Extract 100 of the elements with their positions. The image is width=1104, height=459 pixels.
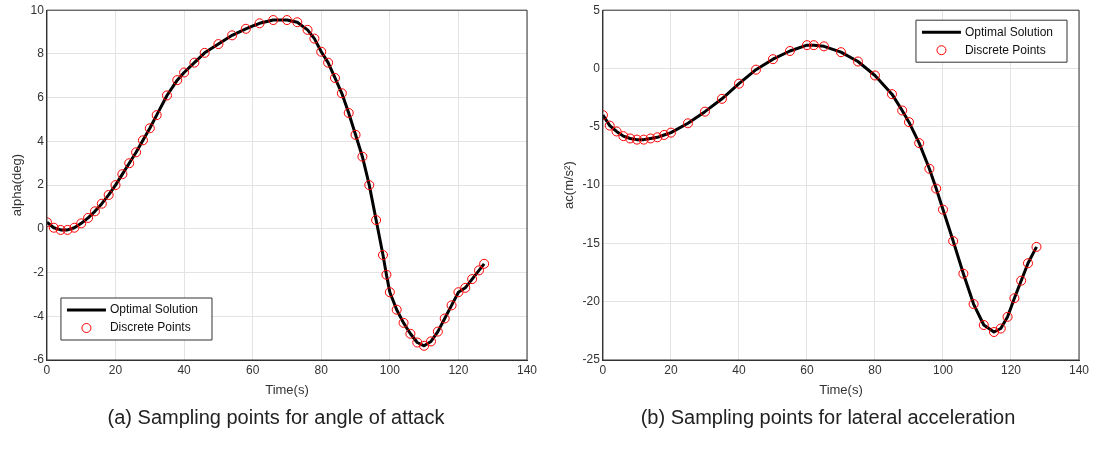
- point: [308, 33, 319, 44]
- point: [432, 326, 443, 337]
- y-tick-label: -20: [582, 294, 600, 309]
- point: [682, 118, 693, 129]
- point: [363, 180, 374, 191]
- x-tick-label: 40: [176, 362, 191, 377]
- legend-label: Discrete Points: [964, 42, 1046, 57]
- point: [418, 340, 429, 351]
- point: [913, 138, 924, 149]
- point: [254, 18, 265, 29]
- x-tick-label: 100: [379, 362, 400, 377]
- x-tick-label: 60: [245, 362, 260, 377]
- y-tick-label: 4: [36, 133, 44, 148]
- x-tick-label: 80: [867, 362, 882, 377]
- y-tick-label: -6: [32, 352, 44, 367]
- point: [62, 224, 73, 235]
- point: [291, 17, 302, 28]
- point: [1030, 241, 1041, 252]
- legend-label: Discrete Points: [109, 320, 191, 335]
- point: [631, 134, 642, 145]
- point: [1022, 258, 1033, 269]
- point: [852, 56, 863, 67]
- point: [343, 107, 354, 118]
- point: [617, 131, 628, 142]
- legend-label: Optimal Solution: [964, 24, 1053, 39]
- point: [446, 300, 457, 311]
- point: [886, 89, 897, 100]
- point: [329, 72, 340, 83]
- point: [957, 268, 968, 279]
- x-tick-label: 140: [1068, 362, 1089, 377]
- point: [96, 198, 107, 209]
- point: [937, 204, 948, 215]
- point: [281, 15, 292, 26]
- point: [1008, 293, 1019, 304]
- y-tick-label: 10: [30, 2, 44, 17]
- point: [161, 90, 172, 101]
- point: [903, 117, 914, 128]
- point: [808, 40, 819, 51]
- x-tick-label: 120: [447, 362, 469, 377]
- point: [411, 337, 422, 348]
- point: [110, 180, 121, 191]
- point: [1002, 311, 1013, 322]
- point: [188, 57, 199, 68]
- point: [658, 129, 669, 140]
- y-tick-label: 5: [592, 2, 600, 17]
- y-tick-label: 2: [36, 177, 44, 192]
- x-tick-label: 100: [932, 362, 953, 377]
- point: [716, 93, 727, 104]
- point: [178, 67, 189, 78]
- point: [48, 222, 59, 233]
- point: [89, 206, 100, 217]
- point: [137, 135, 148, 146]
- point: [995, 323, 1006, 334]
- x-tick-label: 80: [314, 362, 328, 377]
- point: [55, 224, 66, 235]
- point: [452, 287, 463, 298]
- point: [801, 40, 812, 51]
- point: [171, 75, 182, 86]
- point: [380, 269, 391, 280]
- point: [404, 328, 415, 339]
- point: [391, 304, 402, 315]
- point: [478, 258, 489, 269]
- point: [377, 250, 388, 261]
- point: [130, 147, 141, 158]
- y-tick-label: -2: [32, 264, 44, 279]
- text: (a) Sampling points for angle of attack: [107, 406, 445, 429]
- point: [665, 127, 676, 138]
- legend-label: Optimal Solution: [109, 302, 198, 317]
- x-tick-label: 40: [731, 362, 746, 377]
- point: [116, 169, 127, 180]
- point: [947, 236, 958, 247]
- point: [75, 218, 86, 229]
- x-tick-label: 20: [108, 362, 123, 377]
- point: [315, 46, 326, 57]
- y-tick-label: -4: [32, 308, 44, 323]
- y-tick-label: -5: [588, 119, 600, 134]
- point: [370, 215, 381, 226]
- point: [466, 274, 477, 285]
- y-tick-label: -10: [582, 177, 600, 192]
- point: [611, 126, 622, 137]
- point: [199, 47, 210, 58]
- point: [82, 212, 93, 223]
- point: [604, 120, 615, 131]
- point: [869, 70, 880, 81]
- point: [350, 129, 361, 140]
- point: [638, 134, 649, 145]
- x-tick-label: 140: [516, 362, 537, 377]
- point: [151, 110, 162, 121]
- point: [968, 299, 979, 310]
- point: [302, 24, 313, 35]
- text: (b) Sampling points for lateral acceleration: [640, 406, 1016, 429]
- point: [651, 132, 662, 143]
- point: [978, 320, 989, 331]
- point: [930, 183, 941, 194]
- x-axis-title: Time(s): [818, 381, 863, 397]
- point: [68, 222, 79, 233]
- point: [103, 189, 114, 200]
- x-tick-label: 120: [1000, 362, 1021, 377]
- point: [1015, 275, 1026, 286]
- y-axis-title: ac(m/s²): [560, 161, 576, 209]
